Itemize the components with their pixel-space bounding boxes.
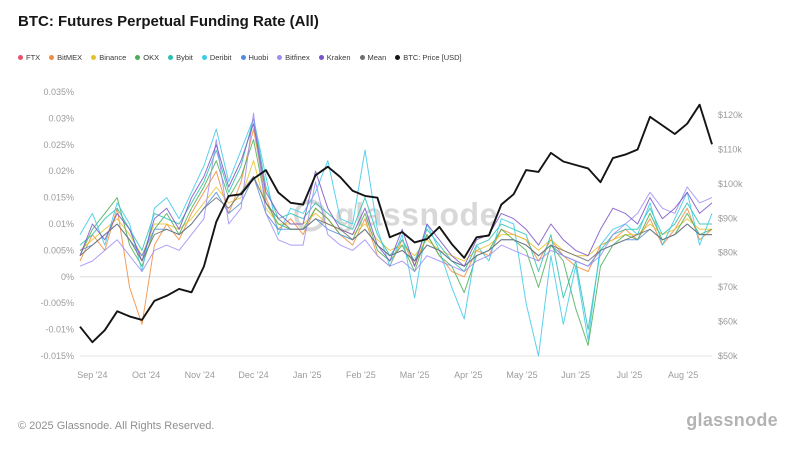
series-line-mean — [79, 176, 712, 267]
right-axis-tick-label: $70k — [718, 282, 738, 292]
legend-item-binance[interactable]: Binance — [91, 53, 126, 62]
legend-dot-okx — [135, 55, 141, 60]
legend-item-bitmex[interactable]: BitMEX — [49, 53, 82, 62]
legend-label: Bitfinex — [285, 53, 310, 62]
left-axis-tick-label: 0% — [61, 272, 74, 282]
legend-dot-bitfinex — [277, 55, 283, 60]
legend-label: Deribit — [209, 53, 232, 62]
right-axis-tick-label: $50k — [718, 351, 738, 361]
left-axis-tick-label: 0.035% — [43, 87, 74, 97]
left-axis-tick-label: 0.03% — [48, 113, 74, 123]
legend-label: Kraken — [326, 53, 351, 62]
legend-label: Binance — [99, 53, 127, 62]
left-axis-tick-label: 0.025% — [43, 140, 74, 150]
x-axis-tick-label: Mar '25 — [400, 370, 430, 380]
legend-dot-bitmex — [49, 55, 55, 60]
x-axis-tick-label: Sep '24 — [77, 370, 107, 380]
legend-item-ftx[interactable]: FTX — [18, 53, 40, 62]
x-axis-tick-label: Jun '25 — [561, 370, 590, 380]
series-line-btc-price — [79, 103, 713, 344]
legend-item-bitfinex[interactable]: Bitfinex — [277, 53, 310, 62]
footer-brand-wordmark: glassnode — [686, 410, 778, 430]
chart-area: glassnode 0.035% 0.03% 0.025% 0.02% 0.015% 0.… — [0, 80, 800, 390]
legend-item-okx[interactable]: OKX — [135, 53, 159, 62]
legend-item-btc-price-usd[interactable]: BTC: Price [USD] — [395, 53, 462, 62]
left-axis-tick-label: 0.005% — [43, 245, 74, 255]
legend-label: Mean — [367, 53, 387, 62]
legend-dot-kraken — [318, 55, 324, 60]
left-axis-tick-label: 0.02% — [48, 166, 74, 176]
left-axis-tick-label: 0.01% — [48, 219, 74, 229]
legend-item-bybit[interactable]: Bybit — [168, 53, 193, 62]
legend-item-deribit[interactable]: Deribit — [201, 53, 232, 62]
x-axis-tick-label: Nov '24 — [185, 370, 215, 380]
left-axis-tick-label: -0.005% — [40, 298, 74, 308]
legend-dot-huobi — [240, 55, 246, 60]
chart-legend: FTX BitMEX Binance OKX Bybit Deribit Huobi Bitf… — [18, 53, 462, 62]
legend-label: BitMEX — [57, 53, 83, 62]
x-axis-tick-label: Jul '25 — [617, 370, 643, 380]
legend-dot-deribit — [201, 55, 207, 60]
page-title: BTC: Futures Perpetual Funding Rate (All… — [18, 13, 319, 30]
right-axis-tick-label: $80k — [718, 248, 738, 258]
x-axis-tick-label: Dec '24 — [238, 370, 268, 380]
legend-dot-bybit — [168, 55, 174, 60]
legend-label: BTC: Price [USD] — [403, 53, 462, 62]
legend-item-huobi[interactable]: Huobi — [240, 53, 269, 62]
funding-rate-chart-canvas[interactable]: 0.035% 0.03% 0.025% 0.02% 0.015% 0.01% 0.005% 0… — [0, 80, 800, 390]
right-axis-tick-label: $110k — [718, 144, 742, 154]
legend-dot-btc-price-usd — [395, 55, 401, 60]
x-axis-tick-label: Apr '25 — [454, 370, 482, 380]
left-axis-tick-label: 0.015% — [43, 193, 74, 203]
series-line-deribit — [79, 117, 713, 357]
footer-copyright: © 2025 Glassnode. All Rights Reserved. — [18, 420, 215, 432]
left-axis-tick-label: -0.01% — [45, 325, 74, 335]
x-axis-tick-label: May '25 — [506, 370, 537, 380]
x-axis-tick-label: Aug '25 — [668, 370, 698, 380]
legend-dot-binance — [91, 55, 97, 60]
right-axis-tick-label: $120k — [718, 110, 743, 120]
right-axis-tick-label: $100k — [718, 179, 743, 189]
legend-dot-mean — [359, 55, 365, 60]
series-line-kraken — [79, 123, 713, 267]
legend-item-kraken[interactable]: Kraken — [318, 53, 351, 62]
legend-label: Huobi — [248, 53, 269, 62]
right-axis-tick-label: $90k — [718, 213, 738, 223]
x-axis-tick-label: Feb '25 — [346, 370, 376, 380]
legend-label: OKX — [143, 53, 160, 62]
legend-item-mean[interactable]: Mean — [359, 53, 387, 62]
left-axis-tick-label: -0.015% — [40, 351, 74, 361]
legend-label: Bybit — [176, 53, 193, 62]
x-axis-tick-label: Oct '24 — [132, 370, 160, 380]
x-axis-tick-label: Jan '25 — [293, 370, 322, 380]
series-line-okx — [79, 139, 713, 346]
series-line-bybit — [79, 117, 712, 331]
legend-dot-ftx — [18, 55, 23, 60]
series-line-bitfinex — [79, 112, 713, 272]
right-axis-tick-label: $60k — [718, 317, 738, 327]
legend-label: FTX — [26, 53, 41, 62]
